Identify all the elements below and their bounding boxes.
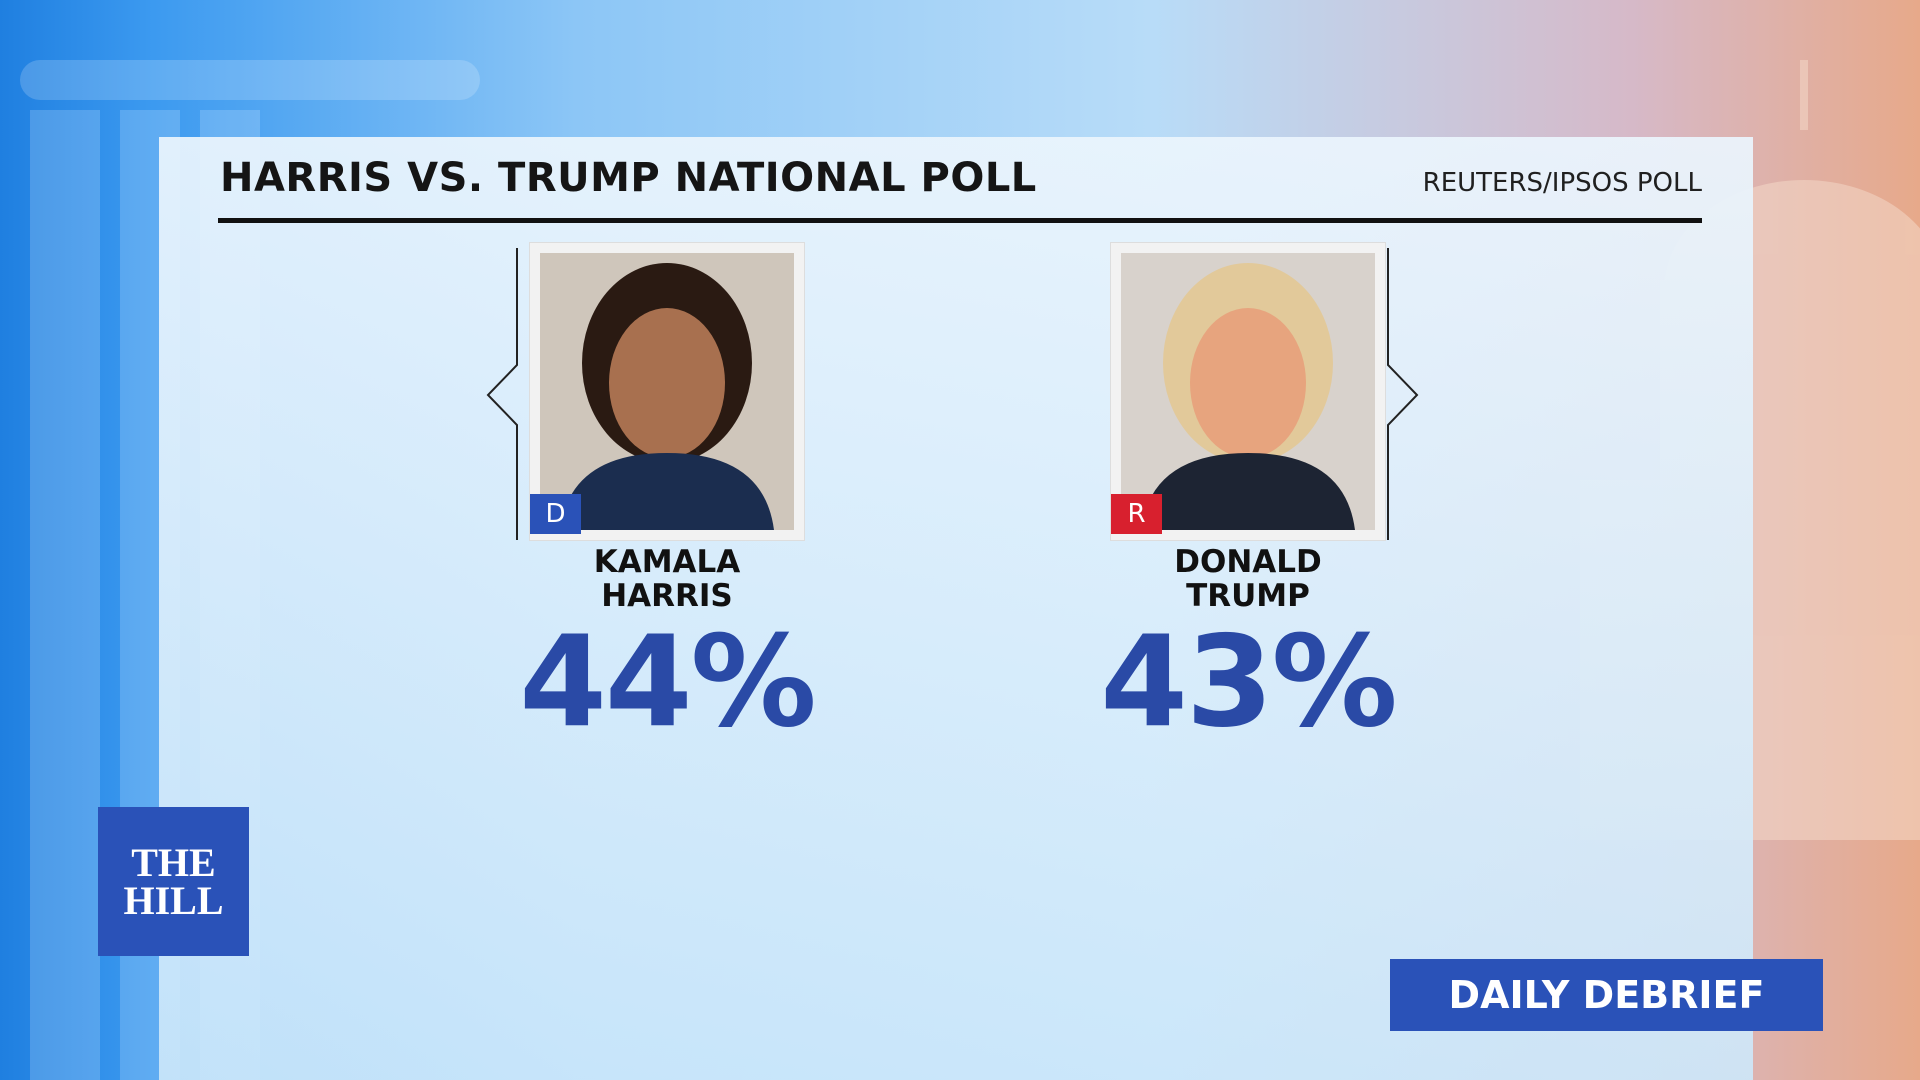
- name-line: HARRIS: [601, 578, 733, 614]
- title: HARRIS VS. TRUMP NATIONAL POLL: [220, 155, 1037, 201]
- portrait: [1121, 253, 1375, 530]
- photo: D: [529, 242, 805, 541]
- bracket: [1387, 248, 1419, 540]
- photo: R: [1110, 242, 1386, 541]
- name-line: TRUMP: [1186, 578, 1310, 614]
- portrait: [540, 253, 794, 530]
- candidate-name: KAMALA HARRIS: [497, 545, 837, 613]
- percent: 44%: [519, 608, 817, 755]
- divider: [218, 218, 1702, 223]
- candidate-name: DONALD TRUMP: [1078, 545, 1418, 613]
- source: REUTERS/IPSOS POLL: [1422, 168, 1702, 198]
- logo: THE HILL: [98, 807, 249, 956]
- party-badge: D: [530, 494, 581, 534]
- show-name: DAILY DEBRIEF: [1390, 959, 1823, 1031]
- logo-line: HILL: [123, 877, 224, 923]
- bracket: [486, 248, 518, 540]
- logo-line: THE: [131, 839, 216, 885]
- party-badge: R: [1111, 494, 1162, 534]
- name-line: DONALD: [1174, 544, 1322, 580]
- percent: 43%: [1100, 608, 1398, 755]
- panel: [159, 137, 1753, 1080]
- name-line: KAMALA: [593, 544, 741, 580]
